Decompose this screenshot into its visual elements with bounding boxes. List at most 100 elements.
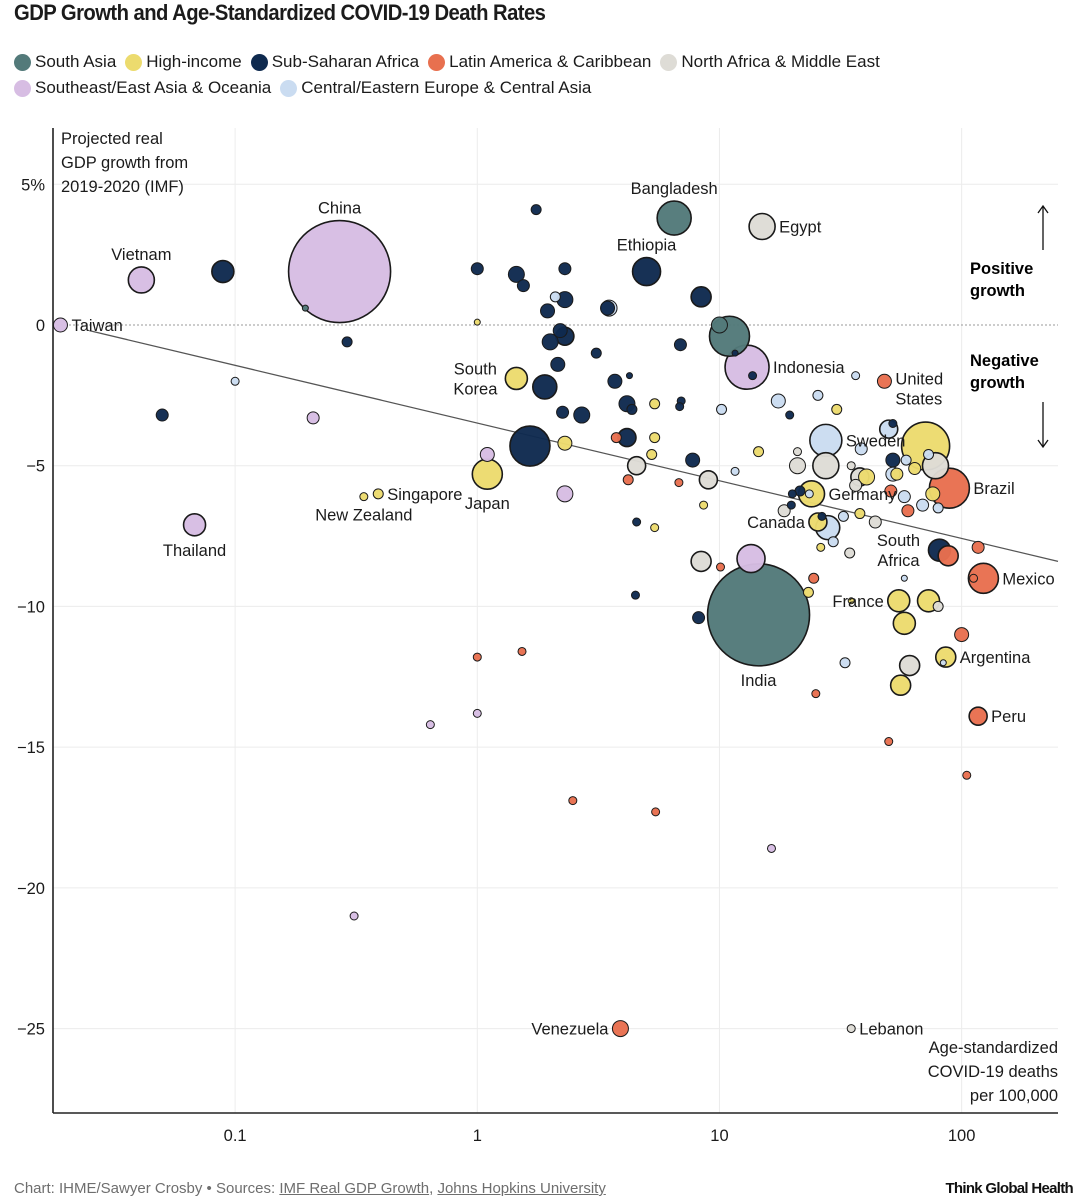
label-canada: Canada [747,514,806,532]
label-sweden: Sweden [846,432,906,450]
bubble [770,393,786,409]
bubble [673,338,687,352]
legend-item-high-income: High-income [125,52,242,72]
x-axis-title: Age-standardized COVID-19 deaths per 100,0… [928,1039,1058,1105]
y-tick-label: −15 [17,739,45,757]
x-tick-label: 100 [948,1127,976,1145]
legend-label: Sub-Saharan Africa [271,52,420,71]
bubble [625,372,633,380]
legend-label: Southeast/East Asia & Oceania [35,78,272,97]
label-singapore: Singapore [387,486,462,504]
bubble [962,770,972,780]
bubble [888,419,898,428]
label-bangladesh: Bangladesh [631,180,718,198]
bubble [626,455,647,476]
footer-prefix: Chart: IHME/Sawyer Crosby • Sources: [14,1180,280,1197]
bubble [632,517,642,527]
bubble [710,316,728,334]
y-tick-label: −10 [17,598,45,616]
bubble [901,504,915,518]
bubble [884,484,898,498]
bubble-india [706,563,811,667]
x-tick-labels: 0.1 1 10 100 [224,1127,976,1145]
bubble [650,523,660,533]
bubble [851,371,861,381]
bubble [854,508,866,520]
bubble [531,374,558,400]
x-axis-title-line: COVID-19 deaths [928,1063,1058,1081]
bubble [607,373,623,389]
y-axis-title: Projected real GDP growth from 2019-2020 (… [61,130,188,196]
legend-swatch [125,53,143,71]
legend-item-north-africa-middle-east: North Africa & Middle East [660,52,880,72]
x-axis-title-line: Age-standardized [929,1039,1058,1057]
bubble [812,389,824,401]
bubble [472,708,482,718]
bubble [600,300,616,316]
bubbles [52,200,1000,1038]
bubble [622,474,634,486]
positive-growth-line2: growth [970,282,1025,300]
bubble [651,807,661,817]
bubble [954,627,970,643]
legend-swatch [14,53,31,71]
bubble [556,485,574,503]
y-axis-title-line: Projected real [61,130,163,148]
label-venezuela: Venezuela [531,1021,609,1039]
label-mexico: Mexico [1002,570,1054,588]
bubble [839,657,851,669]
label-new-zealand: New Zealand [315,507,412,525]
bubble [552,323,568,339]
x-tick-label: 10 [710,1127,728,1145]
bubble [558,262,572,276]
bubble [753,446,765,458]
label-south-africa: South [877,532,920,550]
bubble [690,550,712,573]
bubble [716,562,726,572]
bubble [792,447,802,457]
bubble [908,462,922,476]
bubble [786,500,796,510]
legend-swatch [660,53,678,71]
label-china: China [318,200,362,218]
bubble [341,336,353,348]
bubble [816,542,826,552]
label-brazil: Brazil [973,480,1014,498]
bubble-bangladesh [656,200,692,236]
bubble-new-zealand [359,492,369,502]
up-arrow-head-icon [1037,204,1049,214]
legend-label: North Africa & Middle East [681,52,880,71]
legend-item-southeast-east-asia: Southeast/East Asia & Oceania [14,78,271,98]
bubble [858,468,876,486]
label-united-states: States [895,390,942,408]
footer-separator: , [429,1180,438,1197]
label-argentina: Argentina [960,649,1031,667]
bubble [827,536,839,548]
bubble [516,279,530,293]
bubble [674,478,684,488]
bubble [699,500,709,510]
bubble [932,502,944,514]
bubble [812,451,840,480]
bubble-taiwan [52,317,68,333]
source-link-imf[interactable]: IMF Real GDP Growth [279,1180,430,1197]
legend-item-south-asia: South Asia [14,52,116,72]
bubble [831,403,843,415]
bubble [811,689,821,699]
bubble [530,204,542,216]
brand-logo: Think Global Health [945,1180,1073,1197]
bubble [884,737,894,747]
bubble [230,376,240,386]
bubble [900,574,908,582]
bubble-united-states [876,373,892,389]
source-link-jhu[interactable]: Johns Hopkins University [437,1180,606,1197]
bubble [649,398,661,410]
x-tick-label: 0.1 [224,1127,247,1145]
legend-label: Central/Eastern Europe & Central Asia [301,78,592,97]
legend-row-2: Southeast/East Asia & Oceania Central/Ea… [14,75,1074,101]
x-axis-title-line: per 100,000 [970,1087,1058,1105]
legend: South Asia High-income Sub-Saharan Afric… [14,49,1074,101]
legend-swatch [428,53,446,71]
y-tick-label: −25 [17,1021,45,1039]
